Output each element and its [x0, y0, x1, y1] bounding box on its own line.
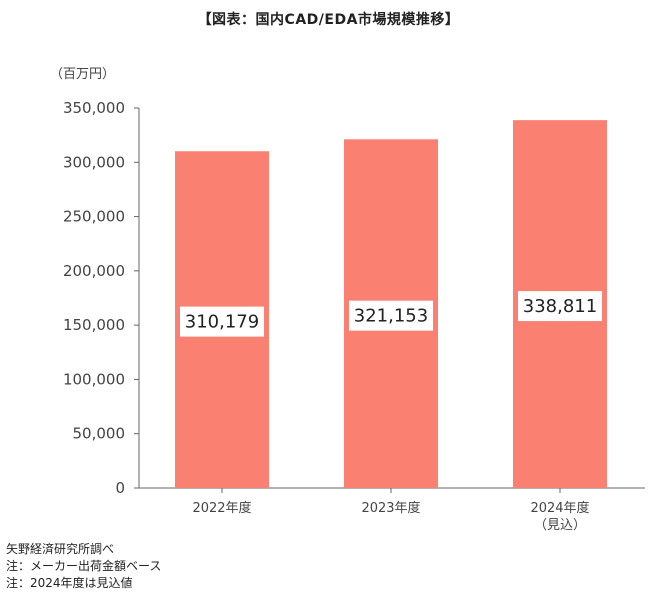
note-basis: 注：メーカー出荷金額ベース	[6, 559, 162, 573]
chart-title: 【図表：国内CAD/EDA市場規模推移】	[197, 12, 460, 28]
note-source: 矢野経済研究所調べ	[6, 542, 115, 556]
data-label-box	[349, 300, 433, 331]
data-label: 310,179	[185, 312, 259, 333]
x-tick-label: 2022年度	[192, 500, 251, 516]
y-unit-label: （百万円）	[50, 67, 115, 82]
y-tick-label: 300,000	[63, 153, 125, 171]
y-tick-label: 250,000	[63, 208, 125, 226]
y-tick-label: 350,000	[63, 99, 125, 117]
data-label: 338,811	[523, 296, 597, 317]
x-tick-sublabel: （見込）	[534, 518, 586, 533]
labels: （百万円） 0 50,000 100,000 150,000 200,000 250,000…	[50, 67, 602, 533]
bar-chart: （百万円） 0 50,000 100,000 150,000 200,000 250,000…	[50, 67, 645, 533]
note-estimate: 注：2024年度は見込値	[6, 576, 133, 590]
notes: 矢野経済研究所調べ 注：メーカー出荷金額ベース 注：2024年度は見込値	[6, 541, 161, 592]
y-tick-label: 100,000	[63, 370, 125, 388]
data-label-box	[518, 291, 602, 322]
x-tick-label: 2024年度	[530, 500, 589, 516]
x-tick-label: 2023年度	[361, 500, 420, 516]
data-label: 321,153	[354, 306, 428, 327]
y-tick-label: 50,000	[73, 425, 126, 443]
y-tick-label: 150,000	[63, 316, 125, 334]
data-label-box	[180, 306, 264, 337]
y-tick-label: 200,000	[63, 262, 125, 280]
y-tick-label: 0	[115, 479, 125, 497]
